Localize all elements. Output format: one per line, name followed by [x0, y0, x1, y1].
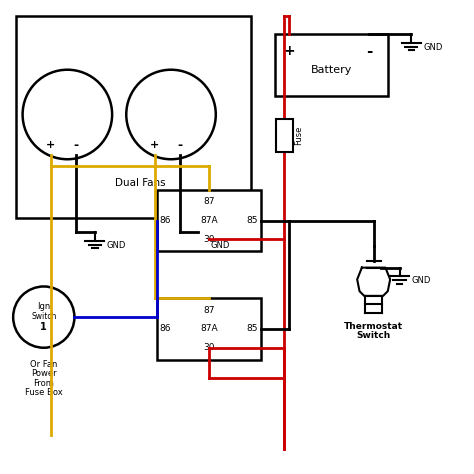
Text: +: + — [150, 140, 159, 150]
Text: 85: 85 — [246, 216, 258, 225]
Text: Switch: Switch — [356, 331, 391, 340]
Bar — [157, 298, 261, 359]
Bar — [276, 119, 292, 152]
Text: 1: 1 — [40, 321, 47, 331]
Bar — [157, 190, 261, 251]
Text: 87A: 87A — [200, 216, 218, 225]
Text: 30: 30 — [203, 343, 214, 352]
Text: Thermostat: Thermostat — [344, 322, 403, 331]
Text: +: + — [46, 140, 55, 150]
Text: 85: 85 — [246, 324, 258, 333]
Text: GND: GND — [423, 43, 443, 52]
Text: -: - — [177, 138, 182, 152]
Text: Or Fan: Or Fan — [30, 360, 57, 369]
Circle shape — [23, 70, 112, 159]
Text: Dual Fans: Dual Fans — [115, 178, 166, 188]
Circle shape — [13, 286, 74, 348]
Text: GND: GND — [210, 241, 229, 250]
Text: Battery: Battery — [310, 65, 352, 75]
Text: 30: 30 — [203, 235, 214, 244]
Text: Ign: Ign — [37, 302, 50, 311]
Bar — [275, 35, 388, 96]
Text: 87A: 87A — [200, 324, 218, 333]
Text: +: + — [283, 44, 295, 58]
Text: Power: Power — [31, 369, 56, 378]
Text: Fuse: Fuse — [294, 126, 303, 146]
Text: 87: 87 — [203, 306, 214, 315]
Bar — [16, 16, 251, 218]
Text: From: From — [33, 379, 54, 388]
Text: 86: 86 — [160, 216, 171, 225]
Text: 87: 87 — [203, 197, 214, 206]
Text: GND: GND — [107, 241, 126, 250]
Circle shape — [126, 70, 216, 159]
Text: 86: 86 — [160, 324, 171, 333]
Text: Fuse Box: Fuse Box — [25, 388, 63, 397]
Text: GND: GND — [411, 276, 431, 285]
Text: -: - — [73, 138, 78, 152]
Text: Switch: Switch — [31, 312, 56, 321]
Text: -: - — [366, 44, 372, 59]
